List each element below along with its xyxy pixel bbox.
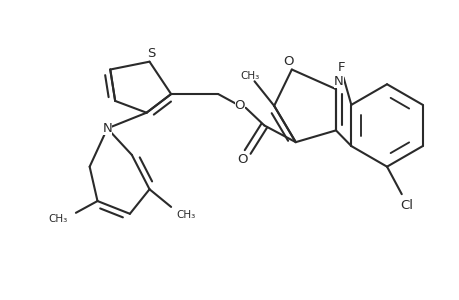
Text: O: O [234, 99, 245, 112]
Text: S: S [147, 47, 155, 60]
Text: CH₃: CH₃ [240, 71, 259, 82]
Text: O: O [237, 153, 247, 166]
Text: F: F [337, 61, 345, 74]
Text: Cl: Cl [399, 200, 412, 212]
Text: N: N [102, 122, 112, 135]
Text: CH₃: CH₃ [49, 214, 68, 224]
Text: N: N [333, 75, 343, 88]
Text: O: O [283, 55, 293, 68]
Text: CH₃: CH₃ [176, 210, 195, 220]
